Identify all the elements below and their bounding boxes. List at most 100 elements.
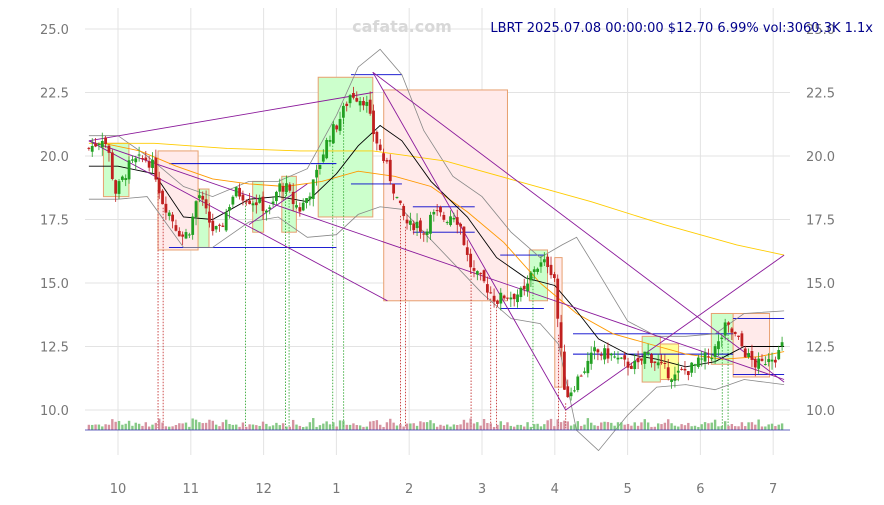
candle-body [261,196,265,212]
candle-body [291,191,295,205]
candle-body [660,362,663,364]
watermark: cafata.com [352,17,452,36]
candle-body [271,201,275,204]
volume-bar [770,423,774,430]
volume-bar [727,425,730,430]
volume-bar [476,422,479,430]
volume-bar [198,422,201,430]
volume-bar [593,425,596,430]
candle-body [663,363,667,365]
volume-bar [459,424,462,430]
candle-body [131,159,134,161]
candle-body [408,220,412,225]
volume-bar [656,423,660,430]
volume-bar [258,425,261,430]
candle-body [720,337,724,339]
candle-body [777,350,781,360]
trend-line [248,183,308,225]
candle-body [362,101,365,106]
candle-body [573,390,576,392]
volume-bar [496,424,499,430]
candle-body [549,264,553,276]
candle-body [415,221,419,229]
trend-line [565,254,785,411]
volume-bar [646,422,650,430]
candle-body [385,160,389,162]
candle-body [398,200,402,204]
volume-bar [322,423,325,430]
candle-body [298,207,302,212]
volume-bar [556,419,559,430]
candle-body [710,358,714,360]
candle-body [740,333,744,347]
trend-lines [88,71,785,411]
volume-bar [613,425,616,430]
candle-body [763,364,767,366]
volume-bar [91,424,94,430]
volume-bar [375,420,379,430]
volume-bar [583,424,586,430]
y-tick-label-right: 20.0 [806,150,835,165]
y-tick-label-left: 10.0 [40,404,69,419]
x-tick-label: 6 [696,482,704,497]
volume-bar [677,426,680,430]
candle-body [221,225,225,227]
volume-bar [362,426,365,430]
volume-bar [653,426,657,430]
candle-body [345,103,349,106]
candle-body [526,283,529,292]
volume-bar [248,424,251,430]
candle-body [318,165,322,169]
volume-bar [576,421,580,430]
candle-body [439,206,442,213]
volume-bar [372,420,375,430]
volume-bar [747,422,750,430]
volume-bar [238,426,241,430]
volume-bar [737,426,740,430]
candle-body [703,352,707,362]
candle-body [395,196,399,198]
candle-body [599,354,603,356]
volume-bar [489,423,492,430]
volume-bar [519,424,523,430]
volume-bar [730,424,734,430]
candle-body [151,159,154,168]
candle-body [248,200,252,205]
volume-bar [492,426,496,430]
volume-bar [717,426,720,430]
candle-body [435,210,439,212]
volume-bar [683,425,687,430]
volume-bar [777,424,780,430]
candle-body [686,371,690,376]
candle-body [559,322,563,348]
volume-bar [358,425,362,430]
candle-body [224,212,228,231]
volume-bar [422,422,425,430]
volume-bar [616,422,620,430]
y-tick-label-left: 22.5 [40,87,69,102]
volume-bar [509,425,513,430]
candle-body [586,360,590,374]
volume-bar [389,418,392,430]
candle-body [124,178,128,181]
volume-bar [137,423,141,430]
candle-body [218,224,221,226]
candle-body [455,217,459,225]
volume-bar [690,426,693,430]
volume-bar [425,422,429,430]
volume-bar [342,420,345,430]
volume-bar [312,418,315,430]
candle-body [201,195,205,200]
y-tick-label-right: 10.0 [806,404,835,419]
volume-bar [600,422,603,430]
candle-body [177,230,181,237]
zone-up [528,249,549,302]
candle-body [479,272,483,274]
volume-bar [610,422,613,430]
volume-bar [379,424,382,430]
volume-bar [499,421,502,430]
y-tick-label-left: 25.0 [40,23,69,38]
candle-body [633,360,637,370]
candle-body [181,234,185,237]
